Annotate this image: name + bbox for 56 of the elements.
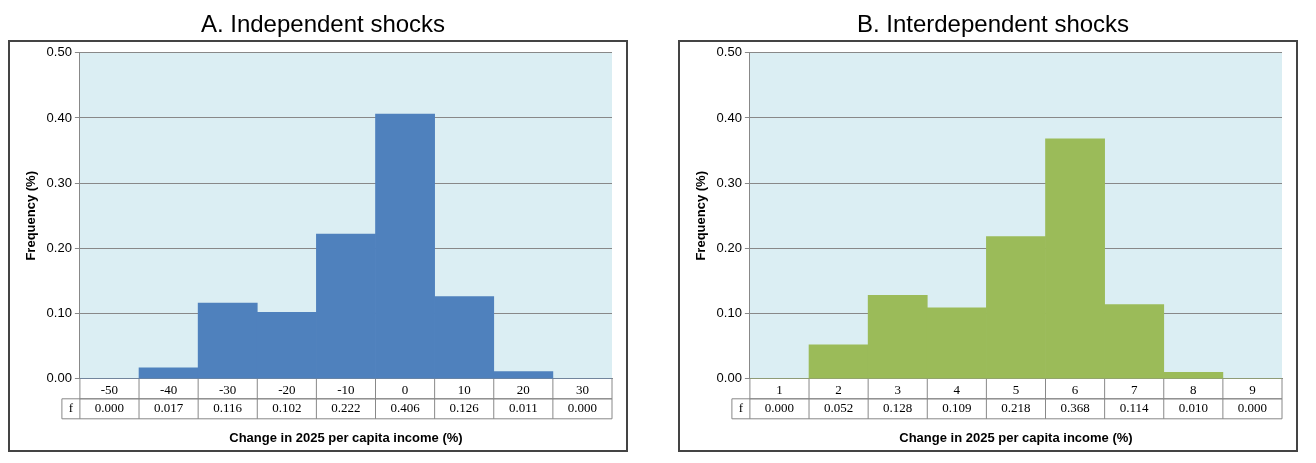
x-axis-title: Change in 2025 per capita income (%)	[899, 429, 1133, 445]
y-tick-label: 0.00	[716, 370, 742, 386]
chart-title: B. Interdependent shocks	[855, 9, 1131, 39]
chart-title: A. Independent shocks	[199, 9, 447, 39]
y-axis-title: Frequency (%)	[693, 171, 709, 261]
x-tick-label: 2	[835, 382, 842, 398]
x-tick-label: 4	[953, 382, 961, 398]
data-label: 0.109	[942, 400, 972, 416]
data-label: 0.114	[1119, 400, 1150, 416]
y-tick-label: 0.30	[46, 174, 72, 190]
y-tick-label: 0.30	[716, 174, 742, 190]
y-tick-label: 0.10	[716, 305, 742, 321]
x-tick-label: -20	[278, 382, 296, 398]
data-label: 0.000	[1237, 400, 1268, 416]
data-label: 0.102	[272, 400, 302, 416]
x-tick-label: 0	[401, 382, 409, 398]
data-label: 0.000	[567, 400, 598, 416]
data-label: 0.126	[449, 400, 480, 416]
y-tick-label: 0.40	[46, 109, 72, 125]
x-tick-label: 10	[457, 382, 471, 398]
data-label: 0.052	[823, 400, 854, 416]
y-tick-label: 0.50	[46, 44, 72, 60]
data-label: 0.218	[1001, 400, 1031, 416]
x-axis-title: Change in 2025 per capita income (%)	[229, 429, 463, 445]
x-tick-label: 6	[1071, 382, 1079, 398]
data-label: 0.000	[94, 400, 125, 416]
x-tick-label: 8	[1190, 382, 1197, 398]
data-label: 0.010	[1178, 400, 1208, 416]
x-tick-label: 30	[575, 382, 589, 398]
data-label: 0.116	[213, 400, 243, 416]
text: f	[68, 400, 74, 416]
data-label: 0.222	[331, 400, 361, 416]
data-label: 0.406	[390, 400, 421, 416]
x-tick-label: 7	[1130, 382, 1138, 398]
y-tick-label: 0.20	[716, 239, 742, 255]
x-tick-label: -50	[100, 382, 119, 398]
x-tick-label: 1	[776, 382, 783, 398]
x-tick-label: 5	[1012, 382, 1020, 398]
y-tick-label: 0.20	[46, 239, 72, 255]
data-label: 0.011	[508, 400, 538, 416]
y-tick-label: 0.40	[716, 109, 742, 125]
y-axis-title: Frequency (%)	[23, 171, 39, 261]
data-label: 0.368	[1060, 400, 1090, 416]
x-tick-label: -40	[159, 382, 178, 398]
y-tick-label: 0.10	[46, 305, 72, 321]
x-tick-label: 3	[894, 382, 901, 398]
data-label: 0.000	[764, 400, 795, 416]
data-label: 0.128	[883, 400, 913, 416]
x-tick-label: -30	[219, 382, 237, 398]
y-tick-label: 0.00	[46, 370, 72, 386]
x-tick-label: -10	[337, 382, 355, 398]
data-label: 0.017	[153, 400, 184, 416]
y-tick-label: 0.50	[716, 44, 742, 60]
text: f	[738, 400, 744, 416]
x-tick-label: 9	[1249, 382, 1256, 398]
x-tick-label: 20	[516, 382, 530, 398]
